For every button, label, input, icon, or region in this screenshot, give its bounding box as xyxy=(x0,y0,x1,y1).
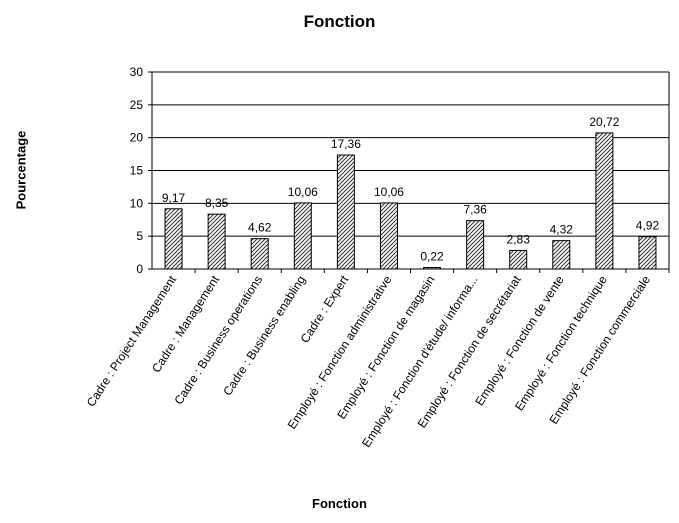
chart-title: Fonction xyxy=(303,12,376,31)
x-tick-label: Cadre : Business enabling xyxy=(220,273,308,398)
bar xyxy=(164,208,183,270)
data-label: 4,62 xyxy=(248,221,272,235)
x-tick-label: Cadre : Project Management xyxy=(84,272,180,409)
x-tick-label: Employé : Fonction de vente xyxy=(472,273,567,408)
data-label: 17,36 xyxy=(331,137,361,151)
bar xyxy=(595,132,614,270)
data-label: 4,92 xyxy=(636,219,660,233)
data-label: 9,17 xyxy=(162,191,186,205)
bar xyxy=(207,213,226,270)
y-tick-label: 15 xyxy=(130,164,144,178)
y-tick-label: 25 xyxy=(130,98,144,112)
y-tick-label: 10 xyxy=(130,196,144,210)
data-label: 2,83 xyxy=(507,232,531,246)
data-label: 10,06 xyxy=(288,185,318,199)
data-label: 8,35 xyxy=(205,196,229,210)
data-label: 10,06 xyxy=(374,185,404,199)
bar xyxy=(379,202,398,270)
y-tick-label: 0 xyxy=(136,262,143,276)
bar xyxy=(638,236,657,270)
data-label: 20,72 xyxy=(589,115,619,129)
bar xyxy=(466,220,485,270)
bar xyxy=(293,202,312,270)
bar xyxy=(423,267,442,270)
x-axis-title: Fonction xyxy=(312,496,367,511)
data-label: 7,36 xyxy=(463,203,487,217)
bar xyxy=(509,249,528,270)
data-label: 4,32 xyxy=(550,223,574,237)
data-label: 0,22 xyxy=(420,250,444,264)
bar xyxy=(336,154,355,270)
y-tick-label: 5 xyxy=(136,229,143,243)
y-tick-label: 20 xyxy=(130,131,144,145)
bar xyxy=(250,238,269,270)
bar xyxy=(552,240,571,270)
y-tick-label: 30 xyxy=(130,65,144,79)
x-tick-label: Cadre : Business operations xyxy=(171,273,265,407)
